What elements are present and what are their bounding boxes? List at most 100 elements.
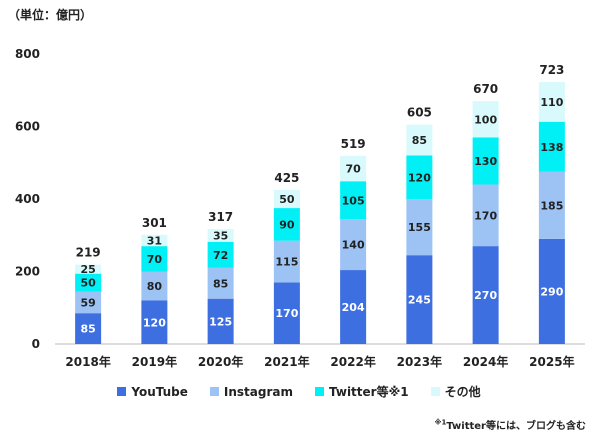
legend-label: YouTube — [131, 384, 188, 399]
segment-value-label: 290 — [540, 285, 563, 298]
bar-segment — [406, 155, 433, 199]
legend-entry: YouTube — [117, 383, 188, 400]
total-label: 519 — [341, 137, 366, 151]
x-tick-label: 2024年 — [463, 354, 508, 369]
bar-segment — [472, 137, 499, 185]
bar-segment — [75, 273, 102, 292]
x-tick-label: 2023年 — [397, 354, 442, 369]
footnote-mark: ※1 — [434, 418, 447, 427]
footnote-text: Twitter等には、ブログも含む — [446, 421, 586, 432]
unit-label: （単位：億円） — [8, 8, 93, 22]
bar-segment — [472, 101, 499, 138]
segment-value-label: 25 — [80, 263, 95, 276]
legend-swatch — [314, 387, 324, 396]
bar-segment — [472, 246, 499, 344]
segment-value-label: 31 — [147, 235, 162, 248]
y-tick-label: 0 — [32, 337, 40, 351]
legend-label: Instagram — [223, 384, 293, 399]
bar-segment — [273, 240, 300, 283]
x-tick-label: 2020年 — [198, 354, 243, 369]
segment-value-label: 245 — [408, 294, 431, 307]
segment-value-label: 72 — [213, 249, 228, 262]
footnote: ※1Twitter等には、ブログも含む — [435, 417, 586, 432]
bar-segment — [141, 246, 168, 272]
y-tick-label: 400 — [15, 192, 40, 206]
segment-value-label: 185 — [540, 199, 563, 212]
bar-segment — [75, 291, 102, 314]
bar-segment — [75, 313, 102, 344]
bar-segment — [207, 229, 234, 242]
legend-swatch — [117, 387, 127, 396]
bar-segment — [75, 264, 102, 274]
legend-entry: Instagram — [209, 383, 293, 400]
bar-segment — [141, 271, 168, 301]
y-tick-label: 200 — [15, 265, 40, 279]
bar-segment — [406, 124, 433, 156]
total-label: 723 — [539, 63, 564, 77]
legend-entry: Twitter等※1 — [314, 383, 409, 400]
bar-segment — [340, 219, 367, 271]
segment-value-label: 90 — [279, 218, 295, 231]
segment-value-label: 100 — [474, 113, 497, 126]
total-label: 670 — [473, 82, 498, 96]
x-tick-label: 2025年 — [529, 354, 574, 369]
bar-segment — [141, 234, 168, 247]
segment-value-label: 204 — [342, 301, 365, 314]
bar-segment — [207, 241, 234, 268]
y-tick-label: 800 — [15, 47, 40, 61]
legend-label: その他 — [444, 385, 481, 399]
bar-segment — [340, 155, 367, 182]
bar-segment — [538, 81, 565, 122]
y-tick-label: 600 — [15, 120, 40, 134]
legend-entry: その他 — [430, 383, 481, 400]
bar-segment — [340, 181, 367, 220]
segment-value-label: 35 — [213, 229, 228, 242]
segment-value-label: 140 — [342, 239, 365, 252]
bar-segment — [472, 184, 499, 247]
legend: YouTube Instagram Twitter等※1 その他 — [0, 383, 598, 400]
legend-swatch — [430, 387, 440, 396]
segment-value-label: 170 — [275, 307, 298, 320]
segment-value-label: 50 — [80, 277, 96, 290]
bar-segment — [538, 171, 565, 239]
segment-value-label: 120 — [408, 171, 431, 184]
segment-value-label: 125 — [209, 315, 232, 328]
segment-value-label: 85 — [412, 134, 427, 147]
segment-value-label: 85 — [213, 277, 228, 290]
segment-value-label: 110 — [540, 96, 563, 109]
bar-segment — [141, 300, 168, 344]
segment-value-label: 59 — [80, 296, 95, 309]
segment-value-label: 130 — [474, 155, 497, 168]
x-tick-label: 2019年 — [132, 354, 177, 369]
legend-label: Twitter等※1 — [328, 385, 409, 399]
bar-segment — [207, 298, 234, 344]
bar-segment — [273, 282, 300, 344]
stacked-bar-chart: 0200400600800855950252192018年12080703130… — [15, 47, 585, 369]
total-label: 425 — [274, 171, 299, 185]
bar-segment — [207, 267, 234, 299]
bar-segment — [538, 238, 565, 344]
bar-segment — [273, 208, 300, 241]
total-label: 605 — [407, 106, 432, 120]
segment-value-label: 170 — [474, 209, 497, 222]
bar-segment — [273, 189, 300, 209]
bar-segment — [406, 255, 433, 344]
segment-value-label: 70 — [345, 163, 361, 176]
bar-segment — [406, 199, 433, 256]
total-label: 219 — [76, 246, 101, 260]
x-tick-label: 2022年 — [330, 354, 375, 369]
segment-value-label: 120 — [143, 316, 166, 329]
segment-value-label: 115 — [275, 256, 298, 269]
segment-value-label: 70 — [147, 253, 163, 266]
segment-value-label: 105 — [342, 194, 365, 207]
segment-value-label: 50 — [279, 193, 295, 206]
x-tick-label: 2018年 — [65, 354, 110, 369]
legend-swatch — [209, 387, 219, 396]
segment-value-label: 85 — [80, 323, 95, 336]
total-label: 317 — [208, 210, 233, 224]
segment-value-label: 80 — [147, 280, 163, 293]
x-tick-label: 2021年 — [264, 354, 309, 369]
segment-value-label: 155 — [408, 221, 431, 234]
total-label: 301 — [142, 216, 167, 230]
segment-value-label: 270 — [474, 289, 497, 302]
